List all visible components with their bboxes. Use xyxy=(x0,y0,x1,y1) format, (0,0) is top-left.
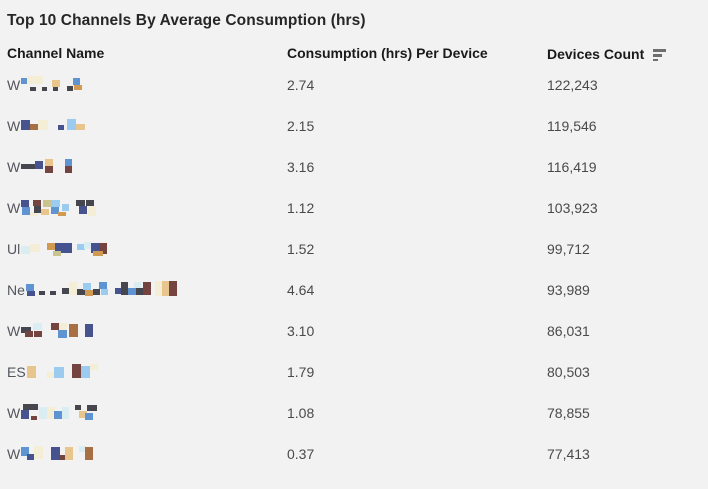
devices-count-value: 99,712 xyxy=(547,240,590,257)
channel-name-prefix: W xyxy=(7,158,21,175)
redacted-channel-name-pixelation xyxy=(21,404,191,421)
devices-count-value: 86,031 xyxy=(547,322,590,339)
consumption-value: 0.37 xyxy=(287,445,315,462)
table-body: W 2.74 122,243 W 2.15 119,546 W 3.16 116… xyxy=(7,64,708,474)
channel-name-cell: Ne xyxy=(7,281,287,298)
devices-count-value: 119,546 xyxy=(547,117,597,134)
consumption-value: 1.08 xyxy=(287,404,315,421)
column-header-channel-name[interactable]: Channel Name xyxy=(7,45,105,61)
channel-name-prefix: ES xyxy=(7,363,26,380)
redacted-channel-name-pixelation xyxy=(26,363,197,380)
column-header-consumption[interactable]: Consumption (hrs) Per Device xyxy=(287,45,488,61)
devices-count-value: 122,243 xyxy=(547,76,598,93)
channel-name-prefix: W xyxy=(7,199,21,216)
table-row[interactable]: Ul 1.52 99,712 xyxy=(7,228,708,269)
channel-name-prefix: W xyxy=(7,404,21,421)
channel-name-cell: W xyxy=(7,117,287,134)
channel-name-cell: Ul xyxy=(7,240,287,257)
channel-name-prefix: Ul xyxy=(7,240,21,257)
column-header-devices-count[interactable]: Devices Count xyxy=(547,46,645,62)
channel-name-prefix: W xyxy=(7,76,21,93)
table-header-row: Channel Name Consumption (hrs) Per Devic… xyxy=(7,44,708,64)
table-row[interactable]: ES 1.79 80,503 xyxy=(7,351,708,392)
table-row[interactable]: W 3.10 86,031 xyxy=(7,310,708,351)
consumption-value: 1.79 xyxy=(287,363,315,380)
channel-name-prefix: W xyxy=(7,322,21,339)
devices-count-value: 80,503 xyxy=(547,363,590,380)
channel-name-prefix: Ne xyxy=(7,281,25,298)
consumption-value: 1.52 xyxy=(287,240,315,257)
table-row[interactable]: W 2.74 122,243 xyxy=(7,64,708,105)
redacted-channel-name-pixelation xyxy=(21,76,191,93)
redacted-channel-name-pixelation xyxy=(21,158,191,175)
consumption-value: 1.12 xyxy=(287,199,315,216)
consumption-value: 4.64 xyxy=(287,281,315,298)
channel-name-cell: W xyxy=(7,199,287,216)
channel-name-cell: W xyxy=(7,404,287,421)
channel-name-cell: ES xyxy=(7,363,287,380)
table-row[interactable]: W 1.08 78,855 xyxy=(7,392,708,433)
consumption-value: 3.16 xyxy=(287,158,315,175)
table-row[interactable]: W 3.16 116,419 xyxy=(7,146,708,187)
redacted-channel-name-pixelation xyxy=(21,445,191,462)
channel-name-cell: W xyxy=(7,322,287,339)
redacted-channel-name-pixelation xyxy=(21,240,191,257)
devices-count-value: 78,855 xyxy=(547,404,590,421)
redacted-channel-name-pixelation xyxy=(21,117,191,134)
devices-count-value: 77,413 xyxy=(547,445,590,462)
channel-name-prefix: W xyxy=(7,445,21,462)
table-row[interactable]: W 1.12 103,923 xyxy=(7,187,708,228)
devices-count-value: 103,923 xyxy=(547,199,598,216)
sort-descending-icon[interactable] xyxy=(653,48,667,61)
devices-count-value: 116,419 xyxy=(547,158,597,175)
channel-name-cell: W xyxy=(7,445,287,462)
table-row[interactable]: W 2.15 119,546 xyxy=(7,105,708,146)
consumption-value: 2.74 xyxy=(287,76,315,93)
redacted-channel-name-pixelation xyxy=(21,199,191,216)
table-row[interactable]: Ne 4.64 93,989 xyxy=(7,269,708,310)
widget-title: Top 10 Channels By Average Consumption (… xyxy=(7,12,366,29)
channel-name-cell: W xyxy=(7,158,287,175)
channel-name-prefix: W xyxy=(7,117,21,134)
redacted-channel-name-pixelation xyxy=(21,322,191,339)
redacted-channel-name-pixelation xyxy=(25,281,196,298)
consumption-value: 3.10 xyxy=(287,322,315,339)
table-row[interactable]: W 0.37 77,413 xyxy=(7,433,708,474)
consumption-value: 2.15 xyxy=(287,117,315,134)
devices-count-value: 93,989 xyxy=(547,281,590,298)
channel-name-cell: W xyxy=(7,76,287,93)
